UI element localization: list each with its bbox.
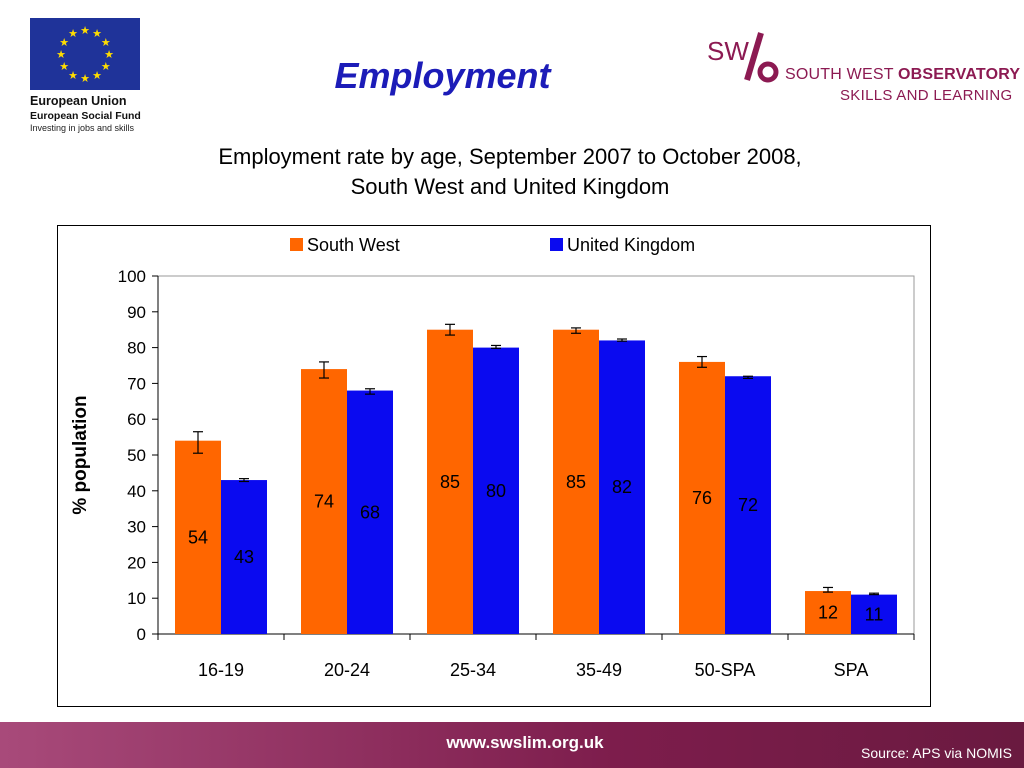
y-tick-label: 90 <box>127 303 146 322</box>
eu-fund-name: European Social Fund <box>30 110 141 122</box>
x-tick-label: 16-19 <box>198 660 244 680</box>
bar <box>301 369 347 634</box>
svg-text:SW: SW <box>707 36 749 66</box>
sw-logo-line1: SOUTH WEST OBSERVATORY <box>785 66 1021 83</box>
data-label: 68 <box>360 502 380 522</box>
eu-logo: ★ ★ ★ ★ ★ ★ ★ ★ ★ ★ ★ ★ European Union European Soc… <box>30 18 145 133</box>
bar <box>553 329 599 634</box>
data-label: 43 <box>234 547 254 567</box>
data-label: 85 <box>440 472 460 492</box>
eu-star-icon: ★ <box>80 73 90 85</box>
eu-star-icon: ★ <box>68 28 78 40</box>
chart-title-line2: South West and United Kingdom <box>350 174 670 199</box>
sw-logo-mark: SW <box>707 32 779 83</box>
data-label: 76 <box>692 488 712 508</box>
y-tick-label: 80 <box>127 339 146 358</box>
eu-star-icon: ★ <box>92 28 102 40</box>
bar <box>221 480 267 634</box>
chart-area: 0 10 20 30 40 50 60 70 80 90 100 % population 16-19 2… <box>57 225 931 707</box>
legend-swatch <box>290 238 303 251</box>
y-axis-label: % population <box>70 395 91 514</box>
page-title: Employment <box>334 55 551 96</box>
bar <box>805 591 851 634</box>
data-label: 82 <box>612 477 632 497</box>
data-label: 11 <box>865 604 884 624</box>
y-tick-label: 70 <box>127 374 146 393</box>
y-tick-label: 60 <box>127 410 146 429</box>
eu-star-icon: ★ <box>59 61 69 73</box>
bar-chart: 0 10 20 30 40 50 60 70 80 90 100 % population 16-19 2… <box>70 235 915 680</box>
y-tick-label: 40 <box>127 482 146 501</box>
bar <box>725 376 771 634</box>
footer-url-link[interactable]: www.swslim.org.uk <box>446 733 604 752</box>
x-tick-label: 35-49 <box>576 660 622 680</box>
eu-name: European Union <box>30 94 127 108</box>
legend-label: South West <box>307 235 400 255</box>
plot-border <box>157 275 915 635</box>
chart-title: Employment rate by age, September 2007 t… <box>130 142 890 202</box>
x-tick-label: 50-SPA <box>695 660 756 680</box>
data-label: 72 <box>738 495 758 515</box>
legend-swatch <box>550 238 563 251</box>
y-tick-label: 50 <box>127 446 146 465</box>
footer-source: Source: APS via NOMIS <box>861 745 1012 761</box>
bar <box>347 390 393 634</box>
bar <box>851 594 897 634</box>
eu-flag-icon: ★ ★ ★ ★ ★ ★ ★ ★ ★ ★ ★ ★ <box>30 18 140 90</box>
chart-title-line1: Employment rate by age, September 2007 t… <box>218 144 802 169</box>
y-tick-label: 20 <box>127 553 146 572</box>
eu-star-icon: ★ <box>101 37 111 49</box>
x-tick-label: 25-34 <box>450 660 496 680</box>
y-tick-label: 0 <box>137 625 146 644</box>
y-tick-label: 30 <box>127 518 146 537</box>
data-label: 54 <box>188 527 208 547</box>
eu-star-icon: ★ <box>101 61 111 73</box>
bar <box>473 347 519 634</box>
eu-star-icon: ★ <box>80 25 90 37</box>
south-west-observatory-logo: SW SOUTH WEST OBSERVATORY SKILLS AND LEA… <box>705 30 1020 110</box>
legend-label: United Kingdom <box>567 235 695 255</box>
bar <box>175 440 221 634</box>
eu-tagline: Investing in jobs and skills <box>30 123 135 133</box>
bar <box>599 340 645 634</box>
data-label: 74 <box>314 492 334 512</box>
eu-star-icon: ★ <box>104 49 114 61</box>
y-tick-label: 100 <box>118 267 146 286</box>
eu-star-icon: ★ <box>56 49 66 61</box>
data-label: 12 <box>818 603 838 623</box>
sw-logo-line2: SKILLS AND LEARNING <box>840 87 1013 104</box>
footer-bar: www.swslim.org.uk Source: APS via NOMIS <box>0 722 1024 768</box>
x-tick-label: SPA <box>834 660 869 680</box>
y-tick-label: 10 <box>127 589 146 608</box>
bar <box>679 361 725 634</box>
x-tick-label: 20-24 <box>324 660 370 680</box>
data-label: 85 <box>566 472 586 492</box>
data-label: 80 <box>486 481 506 501</box>
eu-star-icon: ★ <box>92 70 102 82</box>
bar <box>427 329 473 634</box>
eu-star-icon: ★ <box>59 37 69 49</box>
eu-star-icon: ★ <box>68 70 78 82</box>
